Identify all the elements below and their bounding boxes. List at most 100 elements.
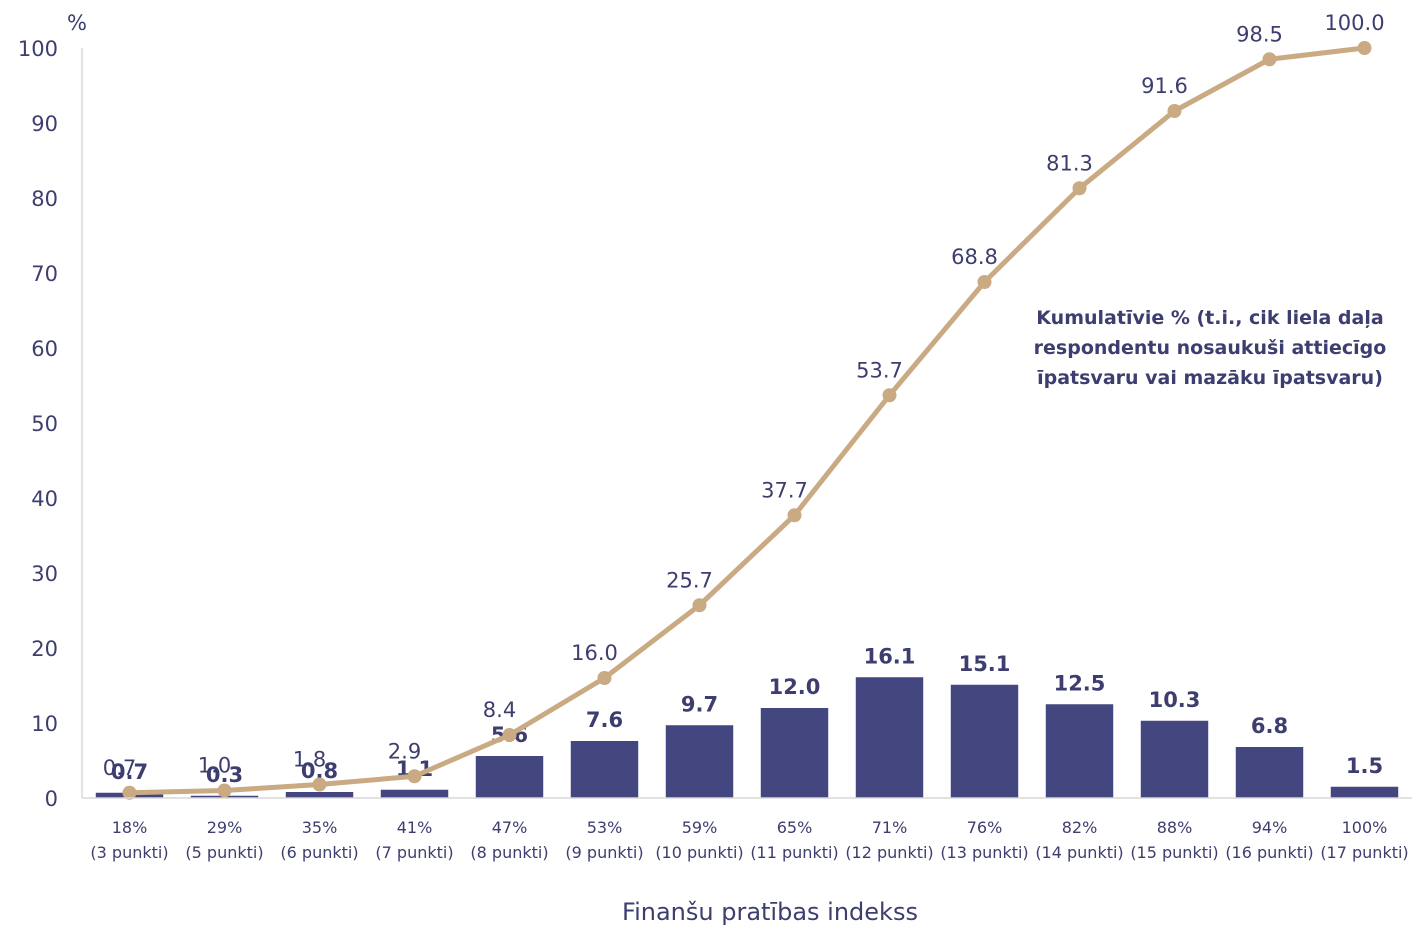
cumulative-point <box>1167 104 1182 118</box>
x-tick-label: 71% (12 punkti) <box>845 818 933 862</box>
cumulative-point <box>217 783 232 798</box>
cumulative-data-label: 53.7 <box>856 358 903 382</box>
y-tick-label: 80 <box>31 187 58 211</box>
x-tick-points: (17 punkti) <box>1320 843 1408 862</box>
cumulative-point <box>1072 181 1087 196</box>
bar <box>475 756 544 798</box>
bar <box>570 741 639 798</box>
x-tick-percent: 94% <box>1252 818 1288 837</box>
cumulative-point <box>502 728 517 742</box>
annotation-line: īpatsvaru vai mazāku īpatsvaru) <box>1037 367 1383 389</box>
x-axis: 18% (3 punkti) 29% (5 punkti) 35% (6 punkti) 4… <box>82 797 1412 862</box>
x-tick-points: (11 punkti) <box>750 843 838 862</box>
annotation-line: Kumulatīvie % (t.i., cik liela daļa <box>1036 307 1383 329</box>
cumulative-data-label: 98.5 <box>1236 22 1283 46</box>
bar <box>760 708 829 798</box>
bar <box>950 684 1019 798</box>
x-tick-label: 47% (8 punkti) <box>470 818 548 862</box>
cumulative-line <box>127 45 1367 796</box>
x-tick-percent: 100% <box>1342 818 1388 837</box>
cumulative-data-label: 100.0 <box>1324 11 1384 35</box>
bar <box>855 677 924 798</box>
cumulative-data-label: 1.8 <box>293 748 326 772</box>
x-tick-label: 65% (11 punkti) <box>750 818 838 862</box>
bar-data-label: 12.5 <box>1054 671 1106 695</box>
cumulative-data-label: 91.6 <box>1141 74 1188 98</box>
cumulative-point <box>977 275 992 289</box>
cumulative-data-label: 8.4 <box>483 698 516 722</box>
cumulative-point <box>312 777 327 792</box>
y-tick-label: 50 <box>31 412 58 436</box>
y-tick-label: 70 <box>31 262 58 286</box>
y-tick-label: 10 <box>31 712 58 736</box>
cumulative-point <box>407 769 422 784</box>
y-tick-label: 30 <box>31 562 58 586</box>
x-tick-points: (15 punkti) <box>1130 843 1218 862</box>
bar <box>665 725 734 798</box>
x-tick-percent: 53% <box>587 818 623 837</box>
x-axis-title: Finanšu pratības indekss <box>622 898 918 925</box>
y-unit-label: % <box>67 11 87 35</box>
x-tick-percent: 82% <box>1062 818 1098 837</box>
x-tick-percent: 35% <box>302 818 338 837</box>
x-tick-percent: 47% <box>492 818 528 837</box>
cumulative-point <box>122 785 137 800</box>
bar-data-label: 9.7 <box>681 692 718 716</box>
cumulative-data-label: 0.7 <box>103 756 136 780</box>
x-tick-label: 35% (6 punkti) <box>280 818 358 862</box>
cumulative-point <box>1357 41 1372 55</box>
bar-data-label: 6.8 <box>1251 714 1288 738</box>
bar-data-label: 12.0 <box>769 675 821 699</box>
cumulative-point <box>597 671 612 685</box>
x-tick-label: 100% (17 punkti) <box>1320 818 1408 862</box>
x-tick-label: 29% (5 punkti) <box>185 818 263 862</box>
x-tick-points: (3 punkti) <box>90 843 168 862</box>
cumulative-point <box>787 508 802 523</box>
bar <box>285 792 354 798</box>
cumulative-line-series: 0.7 1.0 1.8 2.9 8.4 16.0 25.7 37.7 53.7 68.8 81.3 9… <box>103 11 1385 800</box>
bar-data-label: 15.1 <box>959 652 1011 676</box>
y-tick-label: 40 <box>31 487 58 511</box>
x-tick-points: (13 punkti) <box>940 843 1028 862</box>
x-tick-points: (9 punkti) <box>565 843 643 862</box>
x-tick-points: (5 punkti) <box>185 843 263 862</box>
cumulative-point <box>692 598 707 613</box>
cumulative-data-label: 1.0 <box>198 754 231 778</box>
cumulative-data-label: 16.0 <box>571 641 618 665</box>
bar-data-label: 10.3 <box>1149 688 1201 712</box>
y-tick-label: 60 <box>31 337 58 361</box>
x-tick-label: 94% (16 punkti) <box>1225 818 1313 862</box>
x-tick-points: (10 punkti) <box>655 843 743 862</box>
x-tick-percent: 29% <box>207 818 243 837</box>
bar-series: 0.70.30.81.15.67.69.712.016.115.112.510.… <box>95 644 1399 798</box>
x-tick-label: 59% (10 punkti) <box>655 818 743 862</box>
x-tick-label: 41% (7 punkti) <box>375 818 453 862</box>
y-tick-label: 0 <box>45 787 58 811</box>
cumulative-annotation: Kumulatīvie % (t.i., cik liela daļa respo… <box>1034 307 1387 389</box>
x-tick-percent: 65% <box>777 818 813 837</box>
x-tick-label: 18% (3 punkti) <box>90 818 168 862</box>
cumulative-point <box>1262 52 1277 67</box>
bar <box>1235 747 1304 798</box>
y-axis: 0 10 20 30 40 50 60 70 80 90 100 <box>18 37 83 811</box>
cumulative-data-label: 2.9 <box>388 739 421 763</box>
x-tick-percent: 71% <box>872 818 908 837</box>
x-tick-points: (7 punkti) <box>375 843 453 862</box>
y-tick-label: 20 <box>31 637 58 661</box>
cumulative-data-label: 81.3 <box>1046 151 1093 175</box>
x-tick-points: (6 punkti) <box>280 843 358 862</box>
bar-data-label: 16.1 <box>864 644 916 668</box>
bar-data-label: 0.3 <box>206 763 243 787</box>
x-tick-percent: 76% <box>967 818 1003 837</box>
bar-data-label: 0.7 <box>111 760 148 784</box>
cumulative-point <box>882 388 897 403</box>
x-tick-points: (14 punkti) <box>1035 843 1123 862</box>
y-tick-label: 90 <box>31 112 58 136</box>
x-tick-points: (16 punkti) <box>1225 843 1313 862</box>
x-tick-label: 88% (15 punkti) <box>1130 818 1218 862</box>
bar-data-label: 7.6 <box>586 708 623 732</box>
bar <box>1140 720 1209 798</box>
x-tick-percent: 41% <box>397 818 433 837</box>
bar <box>1045 704 1114 798</box>
